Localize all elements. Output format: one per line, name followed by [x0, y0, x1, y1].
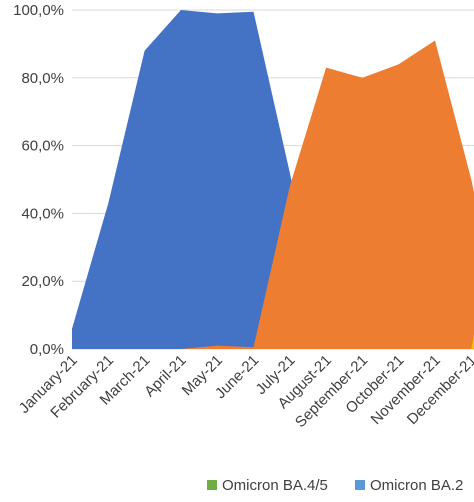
y-tick-label: 0,0% — [30, 341, 64, 358]
area-series-2 — [72, 40, 474, 349]
y-tick-label: 40,0% — [21, 205, 64, 222]
legend-swatch — [355, 480, 365, 490]
area-series — [72, 10, 474, 349]
legend-label: Omicron BA.4/5 — [222, 477, 328, 494]
y-tick-label: 60,0% — [21, 138, 64, 155]
y-tick-label: 20,0% — [21, 273, 64, 290]
y-axis: 0,0% 20,0% 40,0% 60,0% 80,0% 100,0% — [13, 2, 64, 358]
y-tick-label: 100,0% — [13, 2, 64, 19]
y-tick-label: 80,0% — [21, 70, 64, 87]
area-series-1 — [72, 10, 474, 349]
legend: Omicron BA.4/5 Omicron BA.2 — [207, 477, 463, 494]
legend-label: Omicron BA.2 — [370, 477, 463, 494]
x-axis: January-21February-21March-21April-21May… — [16, 352, 474, 431]
legend-swatch — [207, 480, 217, 490]
